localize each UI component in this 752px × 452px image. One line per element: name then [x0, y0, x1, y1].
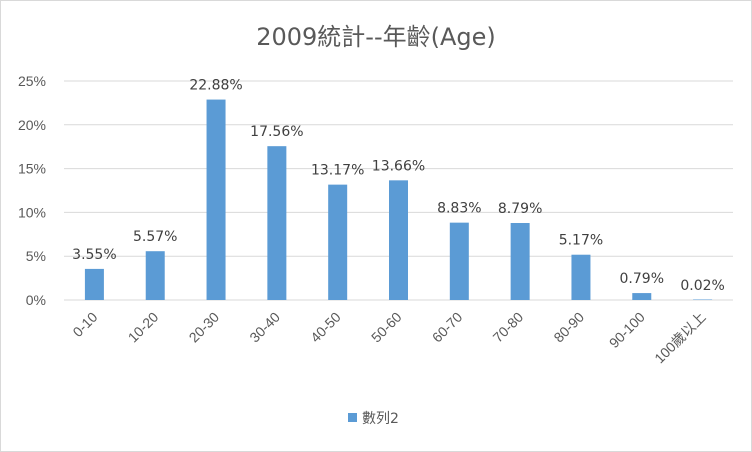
- x-tick-label: 20-30: [186, 309, 223, 346]
- x-tick-label: 10-20: [125, 309, 162, 346]
- x-tick-label: 50-60: [368, 309, 405, 346]
- data-label: 5.57%: [133, 229, 177, 245]
- data-label: 0.02%: [680, 278, 724, 294]
- data-label: 17.56%: [250, 124, 303, 140]
- bar: [145, 251, 165, 300]
- data-label: 5.17%: [559, 233, 603, 249]
- y-tick-label: 25%: [18, 73, 46, 89]
- bar: [449, 222, 469, 300]
- x-axis-ticks: 0-10 10-20 20-30 30-40 40-50 50-60 60-70 70-80 8…: [69, 309, 708, 367]
- y-tick-label: 10%: [18, 204, 46, 220]
- bar: [328, 184, 348, 300]
- bar: [693, 299, 713, 300]
- chart-title: 2009統計--年齡(Age): [256, 23, 496, 51]
- data-label: 13.66%: [372, 158, 425, 174]
- x-tick-label: 0-10: [69, 309, 100, 340]
- x-tick-label: 60-70: [429, 309, 466, 346]
- y-tick-label: 0%: [26, 292, 46, 308]
- bar: [206, 99, 226, 300]
- x-tick-label: 30-40: [246, 309, 283, 346]
- data-label: 13.17%: [311, 163, 364, 179]
- legend: 數列2: [348, 411, 399, 427]
- x-tick-label: 40-50: [307, 309, 344, 346]
- y-tick-label: 20%: [18, 117, 46, 133]
- bar: [510, 222, 530, 300]
- x-tick-label: 100歲以上: [651, 309, 709, 367]
- x-tick-label: 70-80: [490, 309, 527, 346]
- bars: [84, 99, 713, 300]
- x-tick-label: 80-90: [550, 309, 587, 346]
- bar: [571, 254, 591, 300]
- bar: [84, 268, 104, 300]
- data-labels: 3.55% 5.57% 22.88% 17.56% 13.17% 13.66% 8.83% 8…: [72, 78, 725, 294]
- gridlines: [64, 80, 733, 301]
- bar: [389, 180, 408, 300]
- bar: [267, 146, 287, 300]
- y-axis-ticks: 0% 5% 10% 15% 20% 25%: [18, 73, 46, 308]
- data-label: 8.79%: [498, 201, 542, 217]
- bar: [632, 293, 652, 300]
- data-label: 3.55%: [72, 247, 116, 263]
- legend-swatch: [348, 413, 357, 422]
- data-label: 0.79%: [620, 271, 664, 287]
- y-tick-label: 15%: [18, 161, 46, 177]
- data-label: 8.83%: [437, 201, 481, 217]
- data-label: 22.88%: [189, 78, 242, 94]
- legend-label: 數列2: [362, 411, 399, 427]
- y-tick-label: 5%: [26, 248, 46, 264]
- x-tick-label: 90-100: [606, 309, 648, 351]
